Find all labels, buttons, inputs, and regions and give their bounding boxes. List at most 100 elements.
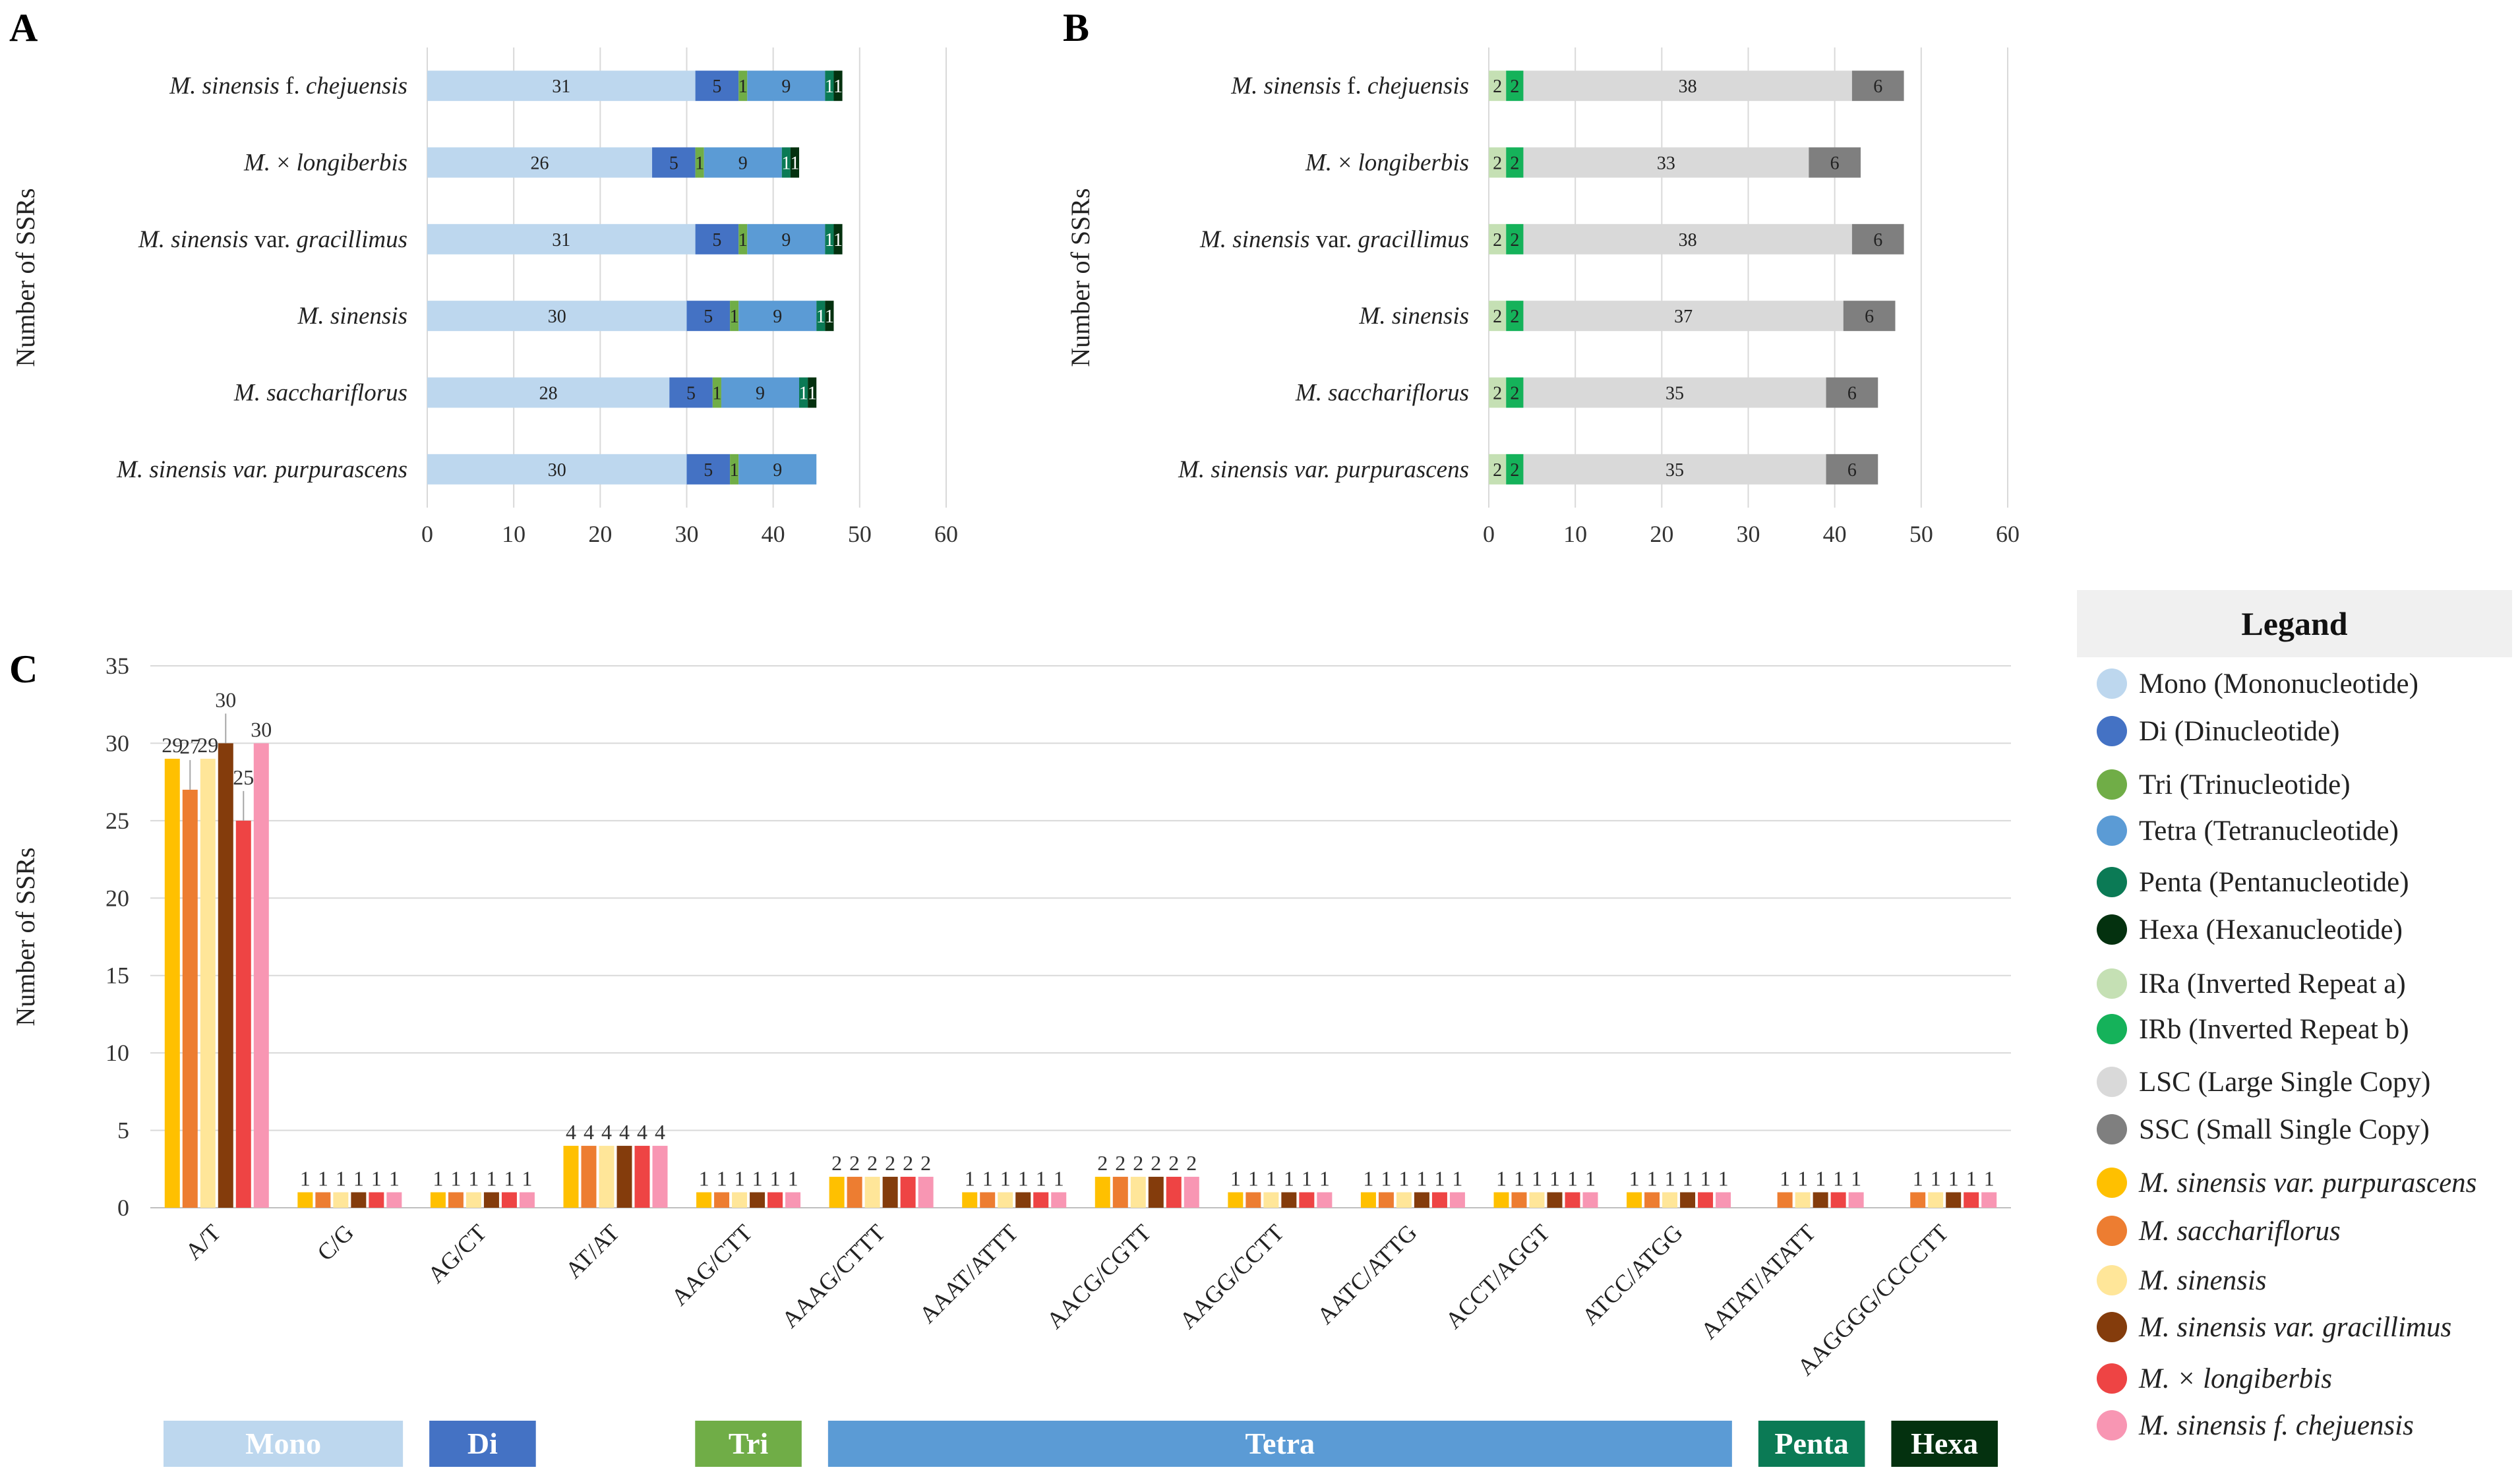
bar-value-label: 6 bbox=[1847, 384, 1857, 404]
bar-value-label: 38 bbox=[1679, 230, 1697, 251]
bar-value-label: 2 bbox=[849, 1151, 860, 1175]
bar-value-label: 6 bbox=[1873, 230, 1882, 251]
bar-value-label: 2 bbox=[1097, 1151, 1108, 1175]
bar-segment-tri bbox=[738, 71, 748, 102]
bar bbox=[847, 1177, 862, 1208]
bar-segment-lsc bbox=[1523, 301, 1844, 332]
y-tick-label: 20 bbox=[105, 885, 129, 911]
bar-value-label: 1 bbox=[1381, 1167, 1391, 1191]
bar-segment-tetra bbox=[738, 301, 817, 332]
legend-label: M. sinensis f. chejuensis bbox=[2139, 1409, 2414, 1441]
bar-value-label: 1 bbox=[825, 307, 834, 327]
bar-value-label: 1 bbox=[1683, 1167, 1693, 1191]
bar bbox=[430, 1192, 446, 1208]
bar-value-label: 33 bbox=[1657, 154, 1675, 174]
bar bbox=[1051, 1192, 1067, 1208]
bar-segment-mono bbox=[427, 301, 687, 332]
legend-swatch bbox=[2097, 1014, 2127, 1044]
bar-segment-ssc bbox=[1851, 223, 1904, 254]
bar-value-label: 2 bbox=[1510, 460, 1519, 481]
bar-value-label: 1 bbox=[1452, 1167, 1462, 1191]
panel-label-c: C bbox=[9, 647, 38, 691]
category-label: AATAT/ATATT bbox=[1696, 1219, 1821, 1344]
bar-value-label: 1 bbox=[788, 1167, 798, 1191]
bar bbox=[634, 1146, 650, 1208]
bar-segment-hexa bbox=[833, 71, 843, 102]
bar-value-label: 1 bbox=[1549, 1167, 1560, 1191]
bar-value-label: 1 bbox=[738, 76, 748, 97]
bar-segment-lsc bbox=[1523, 454, 1826, 485]
group-band-label: Mono bbox=[245, 1427, 321, 1460]
bar-value-label: 6 bbox=[1830, 154, 1840, 174]
bar-value-label: 1 bbox=[1284, 1167, 1294, 1191]
bar bbox=[1095, 1177, 1110, 1208]
bar-value-label: 1 bbox=[1567, 1167, 1578, 1191]
bar bbox=[1184, 1177, 1199, 1208]
legend-label: M. × longiberbis bbox=[2139, 1363, 2332, 1394]
category-label: M. × longiberbis bbox=[1305, 150, 1469, 177]
y-axis-title: Number of SSRs bbox=[11, 188, 40, 367]
bar-segment-ssc bbox=[1826, 454, 1878, 485]
category-label: M. sinensis f. chejuensis bbox=[1230, 73, 1469, 100]
legend-swatch bbox=[2097, 914, 2127, 945]
bar bbox=[616, 1146, 632, 1208]
category-label: M. sacchariflorus bbox=[233, 380, 407, 407]
legend-label: LSC (Large Single Copy) bbox=[2139, 1066, 2431, 1098]
bar bbox=[1228, 1192, 1244, 1208]
legend-label: Penta (Pentanucleotide) bbox=[2139, 866, 2409, 898]
bar-value-label: 2 bbox=[1493, 307, 1502, 327]
legend-label: M. sinensis var. gracillimus bbox=[2139, 1311, 2452, 1343]
bar-segment-irb bbox=[1506, 454, 1524, 485]
bar-segment-irb bbox=[1506, 147, 1524, 178]
bar bbox=[218, 743, 233, 1208]
bar-value-label: 1 bbox=[300, 1167, 311, 1191]
bar-segment-tetra bbox=[747, 223, 825, 254]
bar-segment-tetra bbox=[721, 377, 800, 408]
legend-item: M. sinensis var. gracillimus bbox=[2097, 1307, 2451, 1347]
legend-label: IRa (Inverted Repeat a) bbox=[2139, 968, 2406, 999]
bar bbox=[750, 1192, 765, 1208]
bar-value-label: 1 bbox=[1815, 1167, 1826, 1191]
bar-value-label: 1 bbox=[389, 1167, 400, 1191]
category-label: AAAG/CTTT bbox=[777, 1219, 891, 1333]
bar-segment-ira bbox=[1489, 454, 1507, 485]
group-band-label: Di bbox=[467, 1427, 498, 1460]
category-label: AAG/CTT bbox=[666, 1219, 758, 1311]
legend-label: M. sacchariflorus bbox=[2139, 1215, 2341, 1247]
bar-segment-di bbox=[669, 377, 713, 408]
group-band-tetra bbox=[827, 1421, 1732, 1467]
y-tick-label: 15 bbox=[105, 963, 129, 989]
bar-value-label: 35 bbox=[1665, 460, 1684, 481]
bar-value-label: 1 bbox=[735, 1167, 745, 1191]
bar-value-label: 1 bbox=[1913, 1167, 1923, 1191]
legend-item: M. sinensis bbox=[2097, 1260, 2267, 1300]
bar-value-label: 1 bbox=[738, 230, 748, 251]
bar-value-label: 35 bbox=[1665, 384, 1684, 404]
bar-value-label: 1 bbox=[1647, 1167, 1658, 1191]
bar-value-label: 4 bbox=[619, 1120, 630, 1144]
bar bbox=[563, 1146, 579, 1208]
bar bbox=[900, 1177, 916, 1208]
x-tick-label: 30 bbox=[675, 521, 699, 547]
legend-item: LSC (Large Single Copy) bbox=[2097, 1062, 2430, 1102]
bar-value-label: 9 bbox=[756, 384, 765, 404]
bar-segment-di bbox=[686, 454, 731, 485]
y-tick-label: 0 bbox=[117, 1195, 129, 1221]
bar bbox=[1529, 1192, 1545, 1208]
bar-value-label: 9 bbox=[781, 76, 791, 97]
bar-value-label: 37 bbox=[1674, 307, 1693, 327]
panel-label-b: B bbox=[1063, 6, 1089, 49]
category-label: ACCT/AGGT bbox=[1440, 1219, 1555, 1334]
y-tick-label: 30 bbox=[105, 730, 129, 756]
bar bbox=[714, 1192, 730, 1208]
bar-segment-hexa bbox=[825, 301, 834, 332]
y-axis-title: Number of SSRs bbox=[1065, 188, 1095, 367]
bar bbox=[581, 1146, 597, 1208]
bar-value-label: 9 bbox=[773, 307, 782, 327]
bar-value-label: 30 bbox=[548, 307, 566, 327]
bar bbox=[980, 1192, 996, 1208]
category-label: AAGG/CCTT bbox=[1174, 1219, 1289, 1334]
bar-value-label: 1 bbox=[790, 154, 799, 174]
bar bbox=[1662, 1192, 1678, 1208]
